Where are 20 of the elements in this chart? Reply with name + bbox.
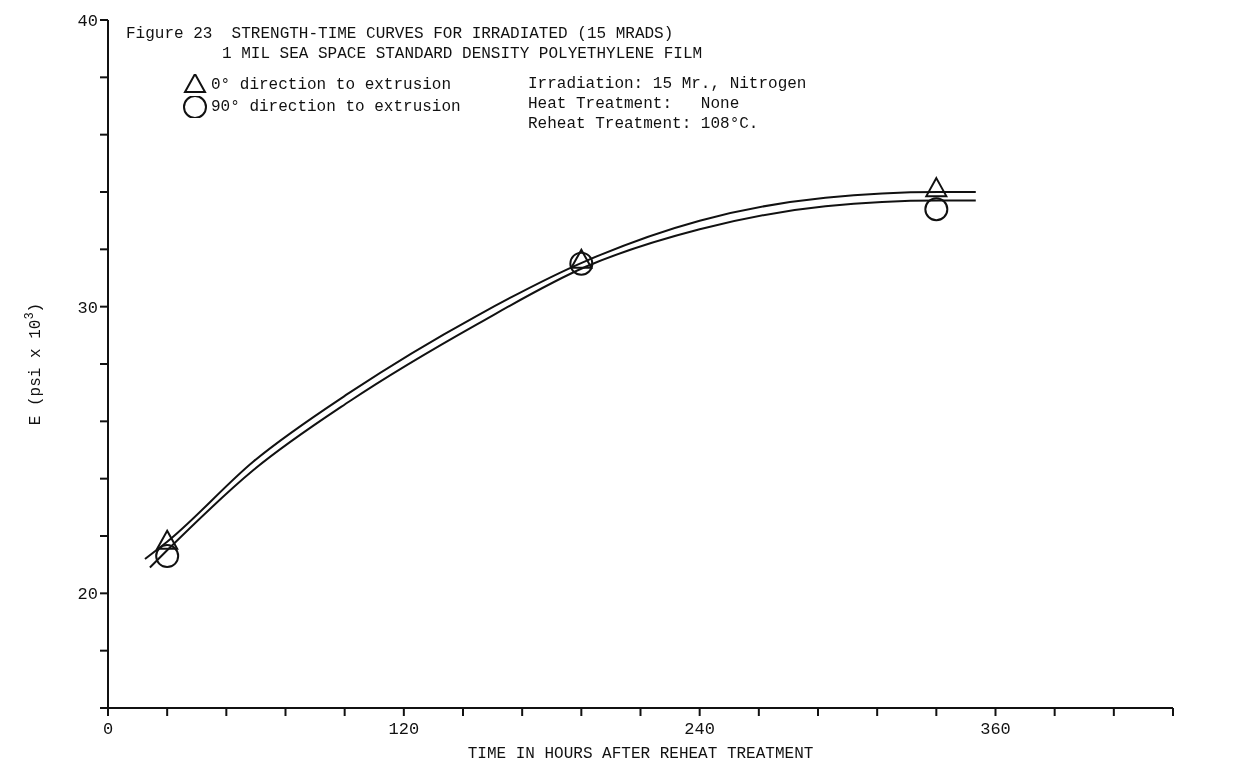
text: 1 MIL SEA SPACE STANDARD DENSITY POLYETHYLENE FILM xyxy=(221,44,703,64)
legend-label: 0° direction to extrusion xyxy=(211,75,452,95)
annotation: Irradiation: 15 Mr., Nitrogen xyxy=(528,74,807,94)
x-tick-label: 360 xyxy=(980,720,1011,740)
point xyxy=(155,544,180,569)
y-tick-label: 20 xyxy=(77,585,98,605)
x-tick-label: 240 xyxy=(684,720,715,740)
chart-title: Figure 23 STRENGTH-TIME CURVES FOR IRRADIATED (15 MRADS) xyxy=(126,24,675,44)
point xyxy=(924,197,949,222)
x-tick-label: 0 xyxy=(102,720,114,740)
annotation: Reheat Treatment: 108°C. xyxy=(528,114,760,134)
y-tick-label: 30 xyxy=(77,298,98,318)
x-tick-label: 120 xyxy=(388,720,420,740)
point xyxy=(570,248,593,269)
annotation: Heat Treatment: None xyxy=(528,94,741,114)
x-axis-title: TIME IN HOURS AFTER REHEAT TREATMENT xyxy=(467,745,814,763)
legend-label: 90° direction to extrusion xyxy=(211,97,461,117)
y-tick-label: 40 xyxy=(77,12,98,32)
point xyxy=(569,251,594,276)
point xyxy=(925,177,948,198)
